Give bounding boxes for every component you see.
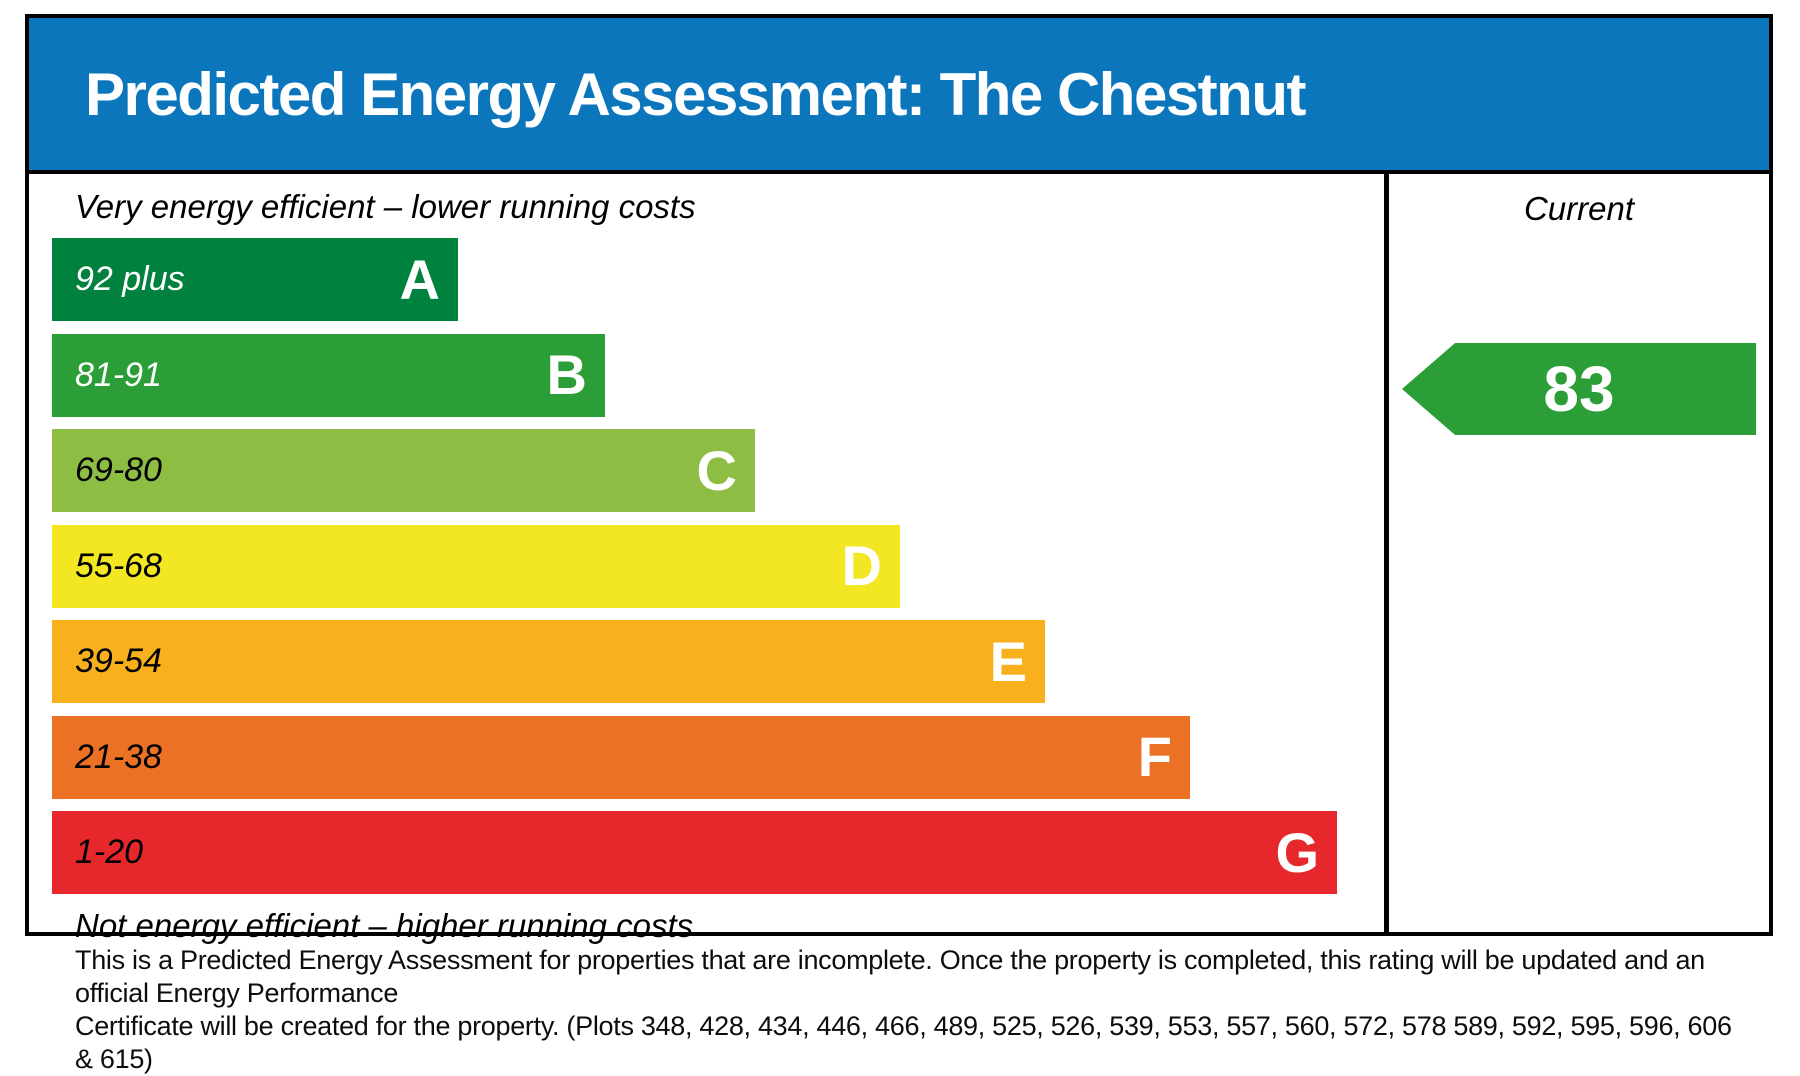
band-bar-b: 81-91 B bbox=[52, 333, 605, 417]
band-letter-label: E bbox=[989, 629, 1027, 693]
band-bar-g: 1-20 G bbox=[52, 811, 1337, 894]
band-letter-label: G bbox=[1275, 820, 1319, 884]
band-letter-label: C bbox=[696, 438, 737, 502]
band-range-label: 69-80 bbox=[75, 451, 162, 489]
band-letter-label: A bbox=[399, 247, 440, 311]
footer-disclaimer: This is a Predicted Energy Assessment fo… bbox=[75, 944, 1755, 1076]
footer-line-2: Certificate will be created for the prop… bbox=[75, 1011, 1732, 1074]
bottom-note: Not energy efficient – higher running co… bbox=[75, 906, 694, 944]
band-range-label: 55-68 bbox=[75, 546, 162, 585]
band-bar-c: 69-80 C bbox=[52, 429, 755, 512]
band-range-label: 1-20 bbox=[75, 833, 144, 871]
band-bar-f: 21-38 F bbox=[52, 715, 1190, 799]
band-bar-e: 39-54 E bbox=[52, 620, 1045, 703]
band-bars: 92 plus A 81-91 B 69-80 C 55-68 D bbox=[52, 238, 1384, 894]
band-letter-label: F bbox=[1137, 725, 1172, 788]
band-range-label: 21-38 bbox=[75, 737, 162, 776]
top-note: Very energy efficient – lower running co… bbox=[75, 188, 696, 225]
band-letter-label: B bbox=[546, 343, 587, 406]
band-letter-label: D bbox=[841, 534, 882, 597]
band-bar-d: 55-68 D bbox=[52, 524, 900, 608]
band-range-label: 81-91 bbox=[75, 355, 162, 394]
page-title: Predicted Energy Assessment: The Chestnu… bbox=[85, 60, 1306, 128]
rating-chart: Very energy efficient – lower running co… bbox=[29, 174, 1769, 944]
band-range-label: 92 plus bbox=[75, 260, 185, 298]
band-bar-a: 92 plus A bbox=[52, 238, 458, 321]
certificate-header: Predicted Energy Assessment: The Chestnu… bbox=[29, 18, 1769, 174]
epc-certificate: Predicted Energy Assessment: The Chestnu… bbox=[25, 14, 1773, 944]
current-rating-value: 83 bbox=[1543, 353, 1615, 425]
bands-panel: Very energy efficient – lower running co… bbox=[29, 174, 1384, 944]
band-range-label: 39-54 bbox=[75, 642, 162, 680]
current-rating-column: Current 83 bbox=[1384, 174, 1769, 932]
current-column-header: Current bbox=[1523, 190, 1635, 227]
current-rating-arrow: 83 bbox=[1402, 343, 1756, 435]
footer-line-1: This is a Predicted Energy Assessment fo… bbox=[75, 945, 1705, 1008]
